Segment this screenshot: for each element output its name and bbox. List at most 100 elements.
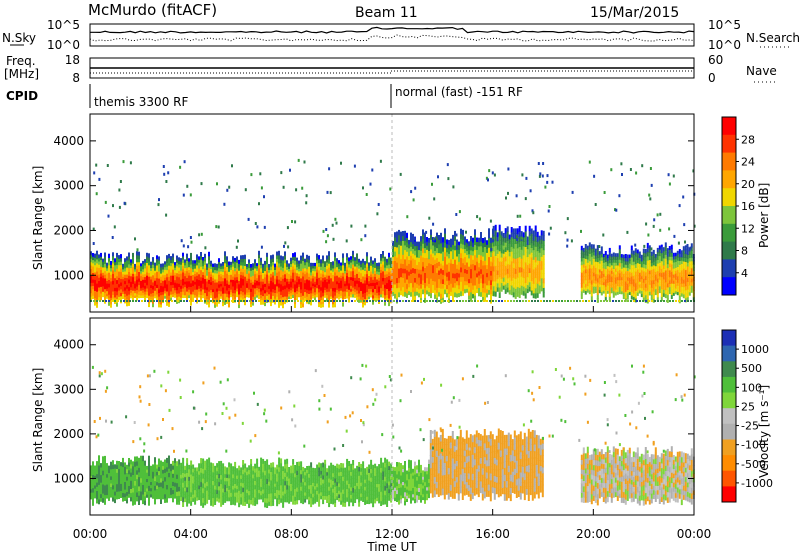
velocity-cell — [104, 499, 106, 505]
power-cell — [334, 283, 336, 288]
power-cell — [98, 177, 101, 181]
power-cell — [240, 280, 242, 285]
power-cell — [666, 252, 669, 257]
velocity-cell — [166, 462, 168, 468]
power-cell — [246, 292, 248, 295]
power-cell — [212, 266, 214, 270]
power-cell — [238, 300, 240, 305]
power-cell — [366, 284, 368, 289]
velocity-cell — [110, 490, 112, 495]
power-cell — [156, 293, 158, 298]
power-cell — [442, 283, 444, 289]
power-cell — [126, 263, 128, 268]
power-cell — [460, 262, 462, 268]
power-cell — [498, 266, 501, 273]
power-cell — [304, 270, 306, 275]
power-cell — [586, 268, 589, 273]
power-cell — [234, 300, 236, 302]
power-cell — [126, 281, 128, 286]
velocity-cell — [148, 460, 150, 467]
power-cell — [512, 228, 515, 234]
power-cell — [614, 288, 617, 293]
power-cell — [586, 255, 589, 260]
power-cell — [302, 272, 304, 277]
power-cell — [434, 285, 436, 291]
power-cell — [400, 236, 402, 242]
power-cell — [646, 285, 649, 291]
power-cell — [358, 283, 360, 288]
power-cell — [547, 209, 550, 213]
power-cell — [116, 264, 118, 269]
power-cell — [680, 256, 683, 261]
power-cell — [400, 285, 402, 291]
power-cell — [540, 286, 543, 292]
power-cell — [416, 264, 418, 269]
power-cell — [334, 264, 336, 269]
power-cell — [333, 300, 335, 302]
power-cell — [634, 248, 637, 253]
power-cell — [510, 265, 513, 272]
power-cell — [680, 289, 683, 294]
power-cell — [468, 266, 470, 271]
power-cell — [266, 259, 268, 264]
velocity-cell — [160, 473, 162, 479]
power-cell — [138, 274, 140, 279]
power-cell — [248, 272, 250, 277]
power-cell — [382, 257, 384, 262]
power-cell — [470, 296, 472, 302]
power-cell — [472, 254, 474, 260]
power-cell — [618, 262, 621, 267]
power-cell — [522, 300, 524, 302]
power-cell — [410, 268, 412, 274]
power-cell — [662, 285, 665, 290]
power-cell — [502, 285, 505, 290]
power-cell — [160, 294, 162, 299]
power-cell — [532, 283, 535, 289]
power-cell — [674, 287, 677, 292]
power-cell — [653, 218, 656, 222]
power-cell — [456, 284, 458, 290]
power-cell — [100, 252, 102, 257]
power-cell — [514, 263, 517, 269]
power-cell — [620, 265, 623, 269]
power-cell — [320, 266, 322, 271]
power-cell — [432, 264, 434, 270]
velocity-cell — [148, 455, 150, 462]
power-cell — [518, 272, 521, 278]
power-cell — [340, 290, 342, 294]
power-cell — [514, 258, 517, 264]
power-cell — [648, 256, 651, 261]
velocity-cell — [122, 483, 124, 489]
power-cell — [442, 251, 444, 257]
power-cell — [644, 268, 647, 273]
power-cell — [372, 297, 374, 302]
power-cell — [111, 300, 113, 302]
power-cell — [466, 273, 468, 278]
power-cell — [658, 248, 661, 253]
power-cell — [528, 272, 531, 278]
power-cell — [334, 295, 336, 300]
power-cell — [202, 286, 204, 290]
power-cell — [242, 291, 244, 296]
power-cell — [522, 272, 525, 278]
power-cell — [92, 266, 94, 270]
power-cell — [252, 302, 254, 306]
power-cell — [486, 280, 488, 286]
power-cell — [204, 292, 206, 297]
power-cell — [94, 290, 96, 295]
power-cell — [216, 282, 218, 286]
velocity-cell — [178, 477, 181, 483]
power-cell — [360, 300, 362, 302]
power-cell — [270, 294, 272, 299]
power-cell — [634, 252, 637, 257]
power-cell — [362, 279, 364, 284]
power-cell — [194, 291, 196, 296]
power-cell — [260, 267, 262, 272]
power-cell — [496, 253, 499, 259]
power-cell — [606, 260, 609, 264]
velocity-cell — [160, 477, 162, 483]
power-cell — [406, 292, 408, 298]
power-cell — [436, 257, 438, 263]
power-cell — [360, 266, 362, 271]
power-cell — [528, 286, 531, 292]
